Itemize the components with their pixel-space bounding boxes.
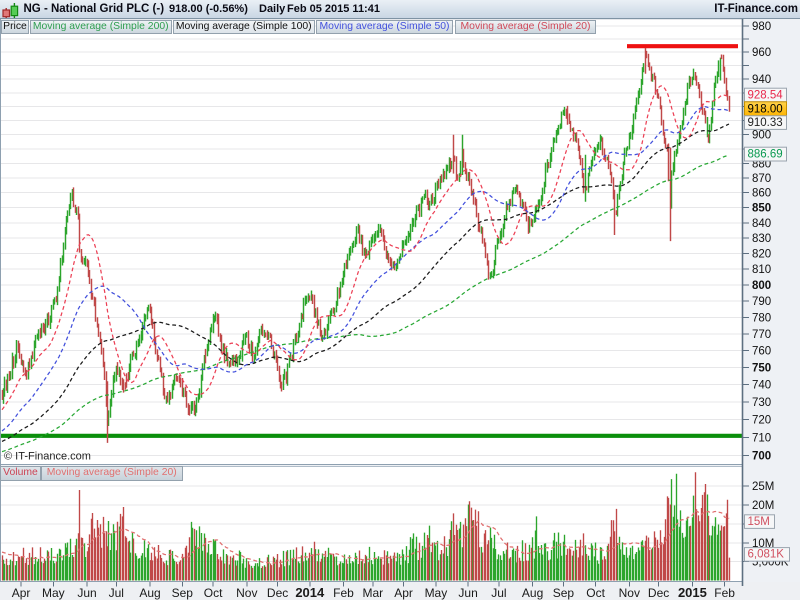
svg-text:710: 710 (752, 433, 771, 445)
svg-text:730: 730 (752, 397, 771, 409)
svg-text:800: 800 (752, 280, 771, 292)
svg-text:Jun: Jun (458, 586, 477, 600)
svg-text:900: 900 (752, 130, 771, 142)
svg-text:Sep: Sep (172, 586, 194, 600)
svg-text:Feb: Feb (333, 586, 354, 600)
svg-text:910.33: 910.33 (748, 117, 783, 129)
svg-text:© IT-Finance.com: © IT-Finance.com (4, 451, 91, 463)
svg-text:840: 840 (752, 218, 771, 230)
svg-text:Aug: Aug (522, 586, 543, 600)
svg-text:860: 860 (752, 188, 771, 200)
svg-text:750: 750 (752, 363, 771, 375)
svg-text:830: 830 (752, 233, 771, 245)
svg-text:Apr: Apr (12, 586, 31, 600)
svg-text:Mar: Mar (362, 586, 383, 600)
svg-text:May: May (42, 586, 65, 600)
svg-text:810: 810 (752, 264, 771, 276)
svg-text:700: 700 (752, 451, 771, 463)
svg-text:20M: 20M (752, 500, 774, 512)
svg-text:6,081K: 6,081K (748, 549, 785, 561)
svg-text:Sep: Sep (553, 586, 575, 600)
svg-text:918.00: 918.00 (748, 103, 783, 115)
svg-text:870: 870 (752, 173, 771, 185)
svg-text:Aug: Aug (139, 586, 160, 600)
svg-text:928.54: 928.54 (748, 89, 784, 101)
svg-text:886.69: 886.69 (748, 149, 783, 161)
svg-text:May: May (425, 586, 448, 600)
svg-text:Oct: Oct (204, 586, 223, 600)
svg-text:740: 740 (752, 380, 771, 392)
svg-text:Apr: Apr (394, 586, 413, 600)
svg-text:Dec: Dec (648, 586, 669, 600)
svg-text:760: 760 (752, 346, 771, 358)
svg-text:Dec: Dec (267, 586, 288, 600)
svg-text:Nov: Nov (236, 586, 257, 600)
svg-text:Jul: Jul (109, 586, 124, 600)
svg-text:Feb: Feb (714, 586, 735, 600)
svg-text:960: 960 (752, 47, 771, 59)
svg-text:780: 780 (752, 312, 771, 324)
svg-text:770: 770 (752, 329, 771, 341)
svg-text:Nov: Nov (619, 586, 640, 600)
svg-text:10M: 10M (752, 538, 774, 550)
svg-text:850: 850 (752, 203, 771, 215)
svg-text:Oct: Oct (586, 586, 605, 600)
svg-text:790: 790 (752, 296, 771, 308)
svg-text:Jun: Jun (77, 586, 96, 600)
svg-text:Jul: Jul (491, 586, 506, 600)
svg-text:25M: 25M (752, 481, 774, 493)
svg-text:820: 820 (752, 249, 771, 261)
svg-text:720: 720 (752, 415, 771, 427)
svg-text:2015: 2015 (678, 585, 707, 600)
svg-text:940: 940 (752, 74, 771, 86)
svg-text:15M: 15M (748, 516, 770, 528)
svg-text:980: 980 (752, 21, 771, 33)
svg-text:2014: 2014 (295, 585, 325, 600)
